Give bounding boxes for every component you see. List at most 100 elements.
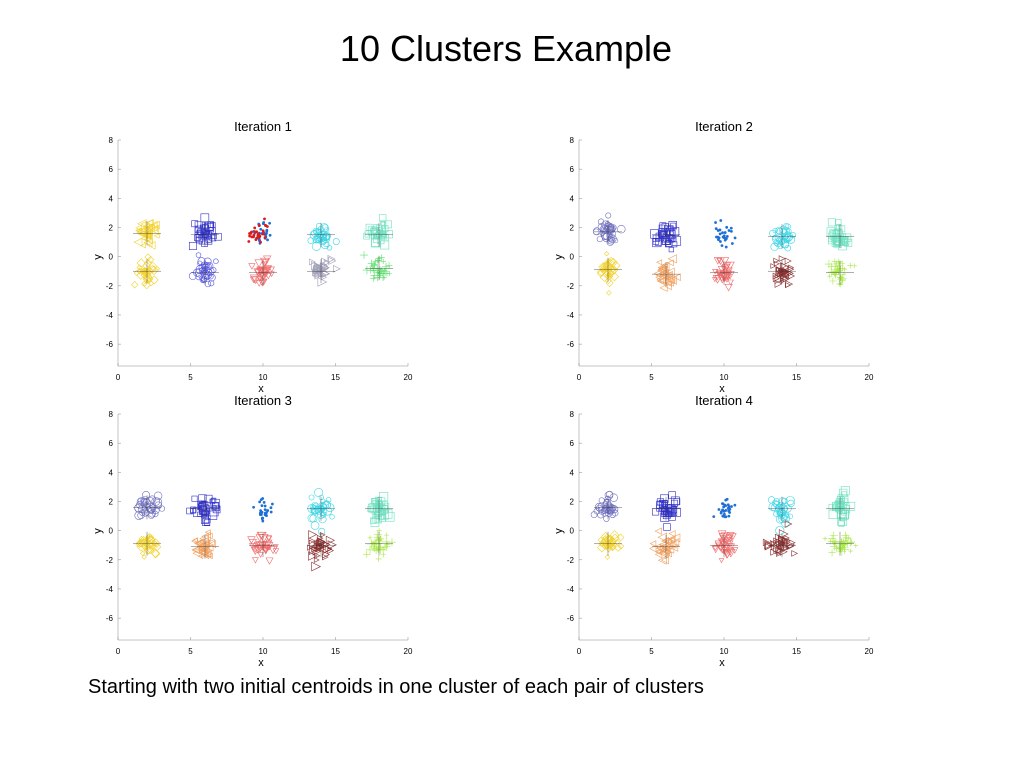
data-point — [723, 231, 727, 234]
x-tick-label: 0 — [577, 373, 582, 382]
data-point — [714, 275, 720, 281]
data-point — [787, 513, 793, 519]
data-point — [773, 239, 780, 246]
data-point — [848, 538, 855, 546]
data-point — [727, 514, 731, 518]
data-point — [721, 537, 732, 546]
y-tick-label: -2 — [567, 282, 575, 291]
data-point — [721, 547, 730, 555]
data-point — [649, 545, 657, 553]
cluster — [307, 254, 341, 287]
data-point — [322, 269, 330, 278]
data-point — [836, 281, 843, 287]
cluster — [247, 531, 280, 565]
y-tick-label: 2 — [570, 223, 575, 232]
data-point — [200, 213, 210, 223]
data-point — [662, 271, 669, 278]
y-tick-label: 2 — [109, 497, 114, 506]
data-point — [383, 509, 393, 519]
data-point — [269, 506, 273, 510]
data-point — [380, 546, 386, 553]
data-point — [841, 237, 848, 244]
data-point — [319, 233, 326, 241]
data-point — [202, 221, 209, 229]
x-tick-label: 20 — [865, 647, 874, 656]
data-point — [265, 228, 269, 232]
data-point — [332, 238, 340, 246]
data-point — [730, 547, 739, 554]
data-point — [600, 508, 609, 517]
data-point — [260, 504, 264, 508]
data-point — [787, 499, 795, 508]
data-point — [308, 530, 318, 540]
data-point — [785, 496, 795, 506]
data-point — [832, 270, 840, 278]
cluster — [191, 529, 219, 560]
data-point — [268, 233, 272, 237]
data-point — [262, 221, 266, 224]
data-point — [374, 257, 381, 264]
data-point — [264, 223, 267, 227]
data-point — [727, 505, 731, 509]
y-tick-label: 4 — [570, 468, 575, 477]
data-point — [143, 238, 153, 247]
cluster — [714, 219, 737, 249]
data-point — [846, 501, 856, 511]
y-tick-label: 0 — [570, 253, 575, 262]
data-point — [664, 270, 673, 280]
data-point — [247, 240, 251, 243]
y-tick-label: 2 — [109, 223, 114, 232]
data-point — [138, 535, 145, 542]
data-point — [839, 488, 848, 498]
data-point — [712, 275, 723, 284]
data-point — [312, 227, 320, 235]
y-tick-label: -6 — [106, 614, 114, 623]
data-point — [663, 523, 671, 531]
data-point — [833, 260, 840, 267]
data-point — [828, 262, 836, 270]
data-point — [840, 543, 849, 552]
data-point — [602, 504, 611, 513]
data-point — [838, 241, 847, 251]
cluster — [133, 490, 166, 520]
data-point — [717, 236, 721, 240]
y-tick-label: 6 — [109, 439, 114, 448]
data-point — [668, 247, 674, 253]
data-point — [146, 277, 153, 283]
data-point — [598, 262, 608, 272]
data-point — [604, 554, 611, 560]
cluster — [252, 497, 274, 523]
data-point — [268, 271, 275, 278]
data-point — [322, 224, 329, 231]
data-point — [141, 554, 147, 560]
y-tick-label: -2 — [106, 282, 114, 291]
data-point — [837, 518, 846, 526]
data-point — [597, 536, 604, 544]
x-axis-label: x — [719, 383, 725, 395]
data-point — [135, 224, 142, 231]
data-point — [721, 277, 728, 283]
data-point — [661, 537, 669, 545]
data-point — [374, 536, 383, 545]
data-point — [202, 510, 210, 518]
data-point — [778, 512, 784, 518]
data-point — [265, 535, 272, 542]
data-point — [198, 494, 207, 503]
data-point — [140, 242, 146, 249]
data-point — [251, 547, 260, 556]
data-point — [313, 557, 320, 563]
plot-title: Iteration 3 — [234, 393, 292, 408]
y-tick-label: 8 — [109, 410, 114, 419]
data-point — [718, 232, 722, 236]
data-point — [764, 542, 773, 551]
data-point — [312, 546, 323, 556]
data-point — [838, 282, 844, 288]
data-point — [840, 545, 850, 554]
data-point — [136, 541, 146, 552]
data-point — [370, 505, 379, 514]
data-point — [381, 267, 390, 276]
data-point — [657, 267, 664, 274]
data-point — [720, 257, 730, 266]
data-point — [211, 505, 217, 511]
data-point — [265, 535, 273, 542]
